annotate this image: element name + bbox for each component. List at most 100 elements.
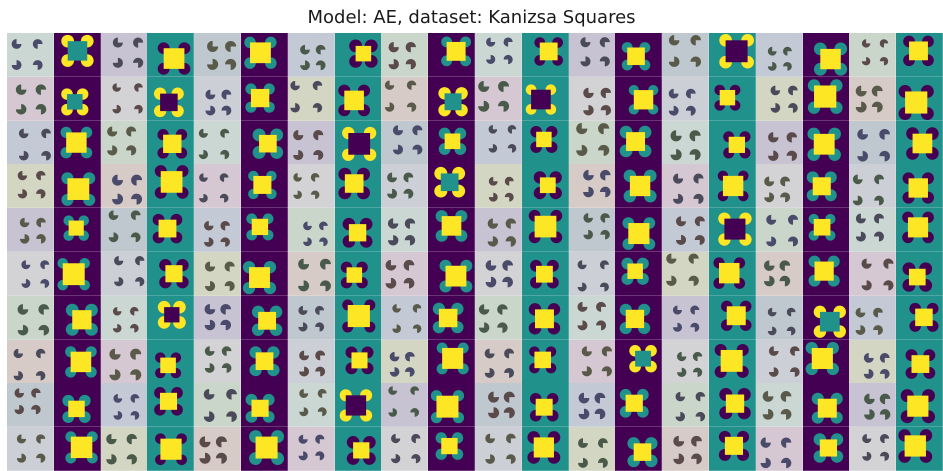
reconstruction-image <box>615 76 663 121</box>
input-image <box>568 339 616 384</box>
tile-background <box>100 339 148 384</box>
reconstruction-tile <box>802 427 850 471</box>
pacman-inducer <box>874 231 885 242</box>
reconstruction-tile <box>708 251 756 296</box>
tile-background <box>7 76 54 121</box>
pacman-inducer <box>299 60 310 71</box>
reconstruction-image <box>428 339 475 384</box>
pacman-inducer <box>315 44 326 55</box>
pacman-inducer <box>505 454 516 465</box>
pacman-inducer <box>599 37 610 48</box>
pacman-inducer <box>392 303 402 313</box>
reconstruction-image <box>147 383 195 428</box>
pacman-inducer <box>203 411 215 423</box>
pacman-inducer <box>879 150 891 162</box>
pacman-inducer <box>199 194 208 203</box>
reconstruction-image <box>615 427 663 471</box>
reconstruction-image <box>802 76 850 121</box>
input-image <box>849 339 897 384</box>
input-image <box>474 164 522 209</box>
reconstruction-image <box>896 120 943 165</box>
pacman-inducer <box>410 386 420 396</box>
reconstruction-image <box>896 251 943 296</box>
reconstruction-tile <box>240 33 288 77</box>
input-image <box>849 164 897 209</box>
reconstructed-square <box>70 351 92 372</box>
reconstruction-tile <box>428 76 475 121</box>
pacman-inducer <box>199 452 211 464</box>
input-image <box>100 383 148 428</box>
pacman-inducer <box>224 261 235 272</box>
pacman-inducer <box>130 411 139 421</box>
reconstruction-tile <box>240 295 288 340</box>
pacman-inducer <box>597 458 608 468</box>
pacman-inducer <box>404 259 415 271</box>
input-image <box>7 164 54 209</box>
reconstructed-square <box>258 311 277 330</box>
tile-background <box>194 251 241 296</box>
reconstruction-tile <box>802 120 850 165</box>
tile-background <box>755 295 803 340</box>
pacman-inducer <box>293 190 302 200</box>
pacman-inducer <box>318 221 328 231</box>
reconstructed-square <box>68 401 85 418</box>
reconstructed-square <box>726 306 746 325</box>
pacman-inducer <box>17 171 28 181</box>
pacman-inducer <box>779 275 790 287</box>
pacman-inducer <box>36 217 46 228</box>
pacman-inducer <box>693 367 703 377</box>
pacman-inducer <box>19 217 30 228</box>
pacman-inducer <box>787 214 798 225</box>
pacman-inducer <box>130 210 141 221</box>
input-image-tile <box>287 33 335 77</box>
pacman-inducer <box>504 177 514 187</box>
reconstructed-square <box>817 399 837 419</box>
reconstructed-square <box>436 396 459 418</box>
pacman-inducer <box>298 434 308 444</box>
pacman-inducer <box>767 61 777 71</box>
tile-background <box>474 33 522 77</box>
input-image-tile <box>100 295 148 340</box>
input-image-tile <box>474 251 522 296</box>
tile-background <box>100 295 148 340</box>
pacman-inducer <box>216 436 228 448</box>
pacman-inducer <box>880 434 890 444</box>
pacman-inducer <box>111 175 123 186</box>
pacman-inducer <box>579 37 591 48</box>
reconstructed-square <box>813 85 836 108</box>
reconstruction-tile <box>428 33 475 77</box>
reconstruction-image <box>521 427 569 471</box>
tile-background <box>381 208 429 252</box>
pacman-inducer <box>35 370 46 381</box>
tile-background <box>849 383 897 428</box>
reconstruction-image <box>334 339 382 384</box>
pacman-inducer <box>577 282 587 292</box>
pacman-inducer <box>130 175 142 186</box>
reconstruction-tile <box>240 208 288 252</box>
pacman-inducer <box>298 305 308 315</box>
pacman-inducer <box>873 324 884 335</box>
input-image-tile <box>7 164 54 209</box>
pacman-inducer <box>199 128 209 138</box>
reconstruction-tile <box>615 339 663 384</box>
pacman-inducer <box>677 367 687 377</box>
input-image-tile <box>381 427 429 471</box>
input-image-tile <box>7 76 54 121</box>
reconstructed-square <box>534 309 554 328</box>
pacman-inducer <box>668 105 679 116</box>
input-image-tile <box>474 295 522 340</box>
pacman-inducer <box>36 189 46 199</box>
pacman-inducer <box>497 100 510 112</box>
pacman-inducer <box>18 150 29 161</box>
pacman-inducer <box>497 303 508 315</box>
pacman-inducer <box>130 232 141 243</box>
pacman-inducer <box>225 58 237 70</box>
pacman-inducer <box>599 170 611 181</box>
pacman-inducer <box>582 87 594 98</box>
reconstructed-square <box>163 134 182 153</box>
reconstructed-square <box>905 91 928 114</box>
pacman-inducer <box>112 57 123 68</box>
input-image <box>194 339 241 384</box>
reconstruction-tile <box>802 164 850 209</box>
reconstructed-square <box>158 219 177 238</box>
